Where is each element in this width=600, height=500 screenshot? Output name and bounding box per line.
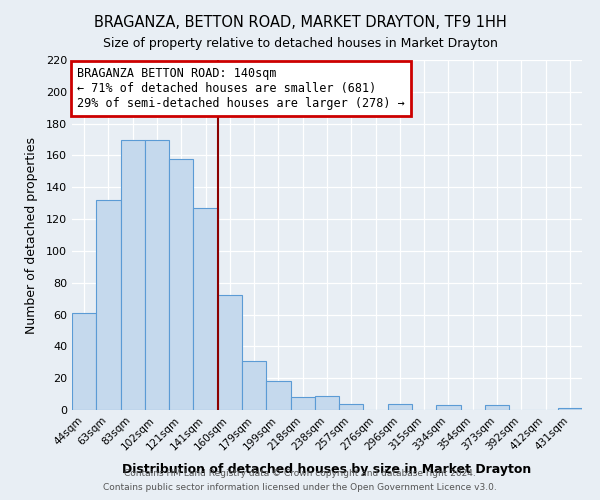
Bar — [242, 360, 266, 410]
Text: BRAGANZA, BETTON ROAD, MARKET DRAYTON, TF9 1HH: BRAGANZA, BETTON ROAD, MARKET DRAYTON, T… — [94, 15, 506, 30]
Bar — [266, 382, 290, 410]
Bar — [121, 140, 145, 410]
Bar — [558, 408, 582, 410]
Bar — [436, 405, 461, 410]
Text: Contains public sector information licensed under the Open Government Licence v3: Contains public sector information licen… — [103, 484, 497, 492]
Bar — [315, 396, 339, 410]
Bar — [145, 140, 169, 410]
Bar — [72, 313, 96, 410]
Text: Contains HM Land Registry data © Crown copyright and database right 2024.: Contains HM Land Registry data © Crown c… — [124, 468, 476, 477]
Bar — [96, 200, 121, 410]
Bar — [290, 398, 315, 410]
Bar — [169, 158, 193, 410]
X-axis label: Distribution of detached houses by size in Market Drayton: Distribution of detached houses by size … — [122, 463, 532, 476]
Bar — [388, 404, 412, 410]
Bar — [485, 405, 509, 410]
Text: BRAGANZA BETTON ROAD: 140sqm
← 71% of detached houses are smaller (681)
29% of s: BRAGANZA BETTON ROAD: 140sqm ← 71% of de… — [77, 67, 405, 110]
Text: Size of property relative to detached houses in Market Drayton: Size of property relative to detached ho… — [103, 38, 497, 51]
Y-axis label: Number of detached properties: Number of detached properties — [25, 136, 38, 334]
Bar — [218, 296, 242, 410]
Bar — [193, 208, 218, 410]
Bar — [339, 404, 364, 410]
